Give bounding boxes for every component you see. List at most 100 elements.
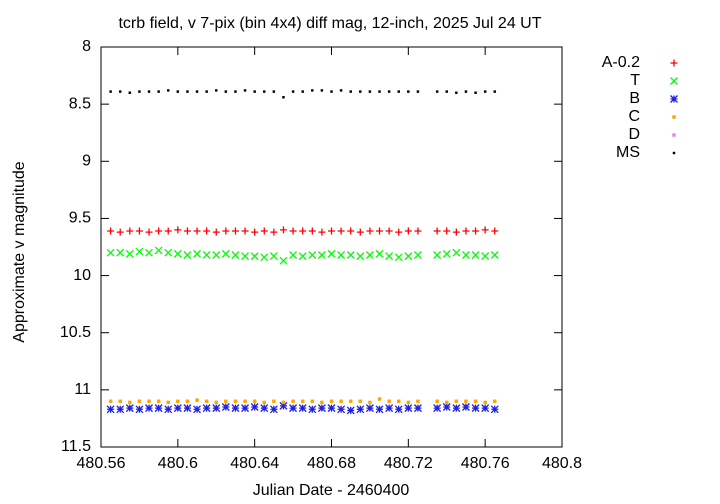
data-point: [413, 404, 422, 413]
legend-marker: [670, 95, 678, 103]
data-point: [471, 251, 480, 259]
data-point: [282, 96, 285, 99]
data-point: [154, 404, 163, 413]
y-tick-label: 10: [73, 267, 91, 284]
data-point: [270, 228, 278, 236]
data-point: [183, 227, 191, 235]
data-point: [464, 399, 468, 404]
y-tick-label: 9.5: [69, 210, 91, 227]
data-point: [329, 399, 334, 404]
data-point: [279, 401, 288, 410]
data-point: [116, 228, 124, 236]
data-point: [195, 90, 199, 93]
data-point: [243, 399, 247, 404]
x-tick-label: 480.8: [542, 455, 582, 472]
data-point: [462, 227, 470, 235]
data-point: [128, 400, 132, 405]
data-point: [272, 90, 276, 93]
data-point: [308, 227, 316, 235]
data-point: [289, 404, 298, 413]
x-tick-label: 480.64: [230, 455, 279, 472]
data-point: [109, 90, 112, 93]
data-point: [346, 251, 355, 259]
data-point: [368, 400, 372, 405]
data-point: [490, 405, 499, 414]
legend-label: B: [629, 90, 640, 107]
chart-title: tcrb field, v 7-pix (bin 4x4) diff mag, …: [118, 15, 541, 32]
data-point: [308, 251, 317, 259]
data-point: [250, 403, 259, 411]
data-point: [145, 404, 153, 413]
data-point: [300, 399, 305, 404]
data-point: [394, 253, 403, 262]
data-point: [406, 400, 411, 405]
data-point: [203, 227, 211, 235]
data-point: [404, 252, 413, 261]
data-point: [145, 228, 153, 236]
data-point: [231, 251, 240, 259]
data-point: [135, 247, 144, 256]
data-point: [279, 256, 288, 265]
data-point: [252, 399, 257, 404]
data-point: [173, 249, 182, 258]
data-point: [366, 227, 374, 235]
data-point: [166, 400, 170, 405]
data-point: [385, 227, 393, 235]
data-point: [145, 248, 153, 257]
data-point: [407, 90, 410, 93]
data-point: [377, 397, 382, 401]
data-point: [183, 404, 192, 413]
data-point: [491, 227, 499, 235]
data-point: [166, 89, 170, 92]
data-point: [376, 227, 384, 235]
data-point: [116, 248, 125, 257]
data-point: [483, 400, 487, 405]
data-point: [387, 399, 391, 404]
data-point: [385, 252, 394, 261]
data-point: [107, 227, 115, 235]
data-point: [464, 90, 468, 93]
data-point: [241, 404, 250, 413]
data-point: [442, 249, 451, 258]
data-point: [327, 404, 336, 413]
data-point: [269, 405, 278, 414]
data-point: [174, 226, 182, 234]
data-point: [233, 399, 238, 404]
data-point: [455, 91, 458, 94]
data-point: [263, 90, 266, 93]
data-point: [154, 246, 163, 255]
data-point: [368, 90, 372, 93]
data-point: [164, 227, 172, 235]
data-point: [337, 251, 346, 259]
data-point: [193, 227, 201, 235]
legend-marker: [672, 115, 676, 119]
data-point: [289, 251, 298, 259]
data-point: [222, 227, 230, 235]
data-point: [205, 90, 208, 93]
data-point: [135, 227, 143, 235]
data-point: [147, 90, 151, 93]
data-point: [298, 252, 307, 261]
data-point: [234, 90, 237, 93]
data-point: [311, 89, 314, 92]
data-point: [289, 227, 297, 235]
data-point: [272, 399, 276, 404]
x-tick-label: 480.72: [384, 455, 433, 472]
data-point: [183, 251, 192, 259]
legend-marker: [670, 77, 678, 85]
data-point: [185, 399, 190, 404]
data-point: [212, 228, 220, 236]
data-point: [483, 90, 487, 93]
data-point: [176, 90, 180, 93]
data-point: [135, 405, 144, 414]
data-point: [224, 90, 228, 93]
legend-label: A-0.2: [602, 54, 640, 71]
data-point: [414, 227, 422, 235]
data-point: [221, 249, 230, 258]
data-point: [202, 251, 211, 259]
data-point: [328, 227, 335, 235]
data-point: [155, 227, 163, 235]
data-point: [445, 90, 448, 93]
